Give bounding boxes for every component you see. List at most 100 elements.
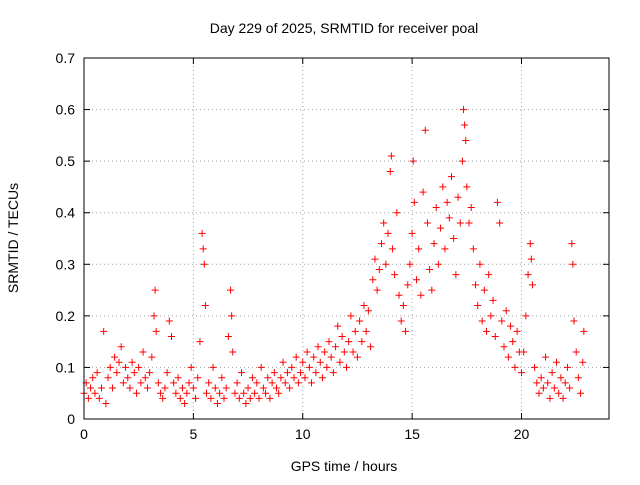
data-point	[242, 400, 250, 408]
data-point	[461, 121, 469, 129]
data-point	[498, 317, 506, 325]
data-point	[321, 348, 329, 356]
data-point	[174, 374, 182, 382]
data-point	[546, 394, 554, 402]
data-point	[347, 312, 355, 320]
data-point	[472, 281, 480, 289]
data-point	[579, 358, 587, 366]
data-point	[399, 302, 407, 310]
data-point	[531, 363, 539, 371]
data-point	[454, 193, 462, 201]
data-point	[460, 106, 468, 114]
data-point	[303, 348, 311, 356]
data-point	[220, 394, 228, 402]
chart-title: Day 229 of 2025, SRMTID for receiver poa…	[210, 20, 478, 36]
y-axis-label: SRMTID / TECUs	[5, 183, 21, 293]
data-point	[93, 369, 101, 377]
data-point	[502, 307, 510, 315]
data-point	[281, 379, 289, 387]
data-point	[500, 343, 508, 351]
data-point	[270, 369, 278, 377]
data-point	[462, 137, 470, 145]
data-point	[559, 394, 567, 402]
data-point	[211, 384, 219, 392]
data-point	[480, 286, 488, 294]
data-point	[388, 245, 396, 253]
data-point	[233, 379, 241, 387]
data-point	[343, 363, 350, 371]
data-point	[213, 400, 221, 408]
data-point	[128, 358, 136, 366]
data-point	[458, 157, 466, 165]
data-point	[408, 229, 416, 237]
data-point	[445, 214, 453, 222]
data-point	[235, 394, 243, 402]
data-point	[151, 286, 159, 294]
data-point	[338, 332, 346, 340]
data-point	[277, 374, 285, 382]
x-tick-label: 0	[80, 426, 88, 442]
data-point	[463, 183, 471, 191]
data-point	[406, 260, 414, 268]
data-point	[229, 348, 237, 356]
data-point	[224, 332, 232, 340]
data-point	[537, 374, 545, 382]
y-tick-label: 0.3	[56, 256, 76, 272]
data-point	[159, 394, 167, 402]
data-point	[231, 389, 239, 397]
data-point	[336, 358, 344, 366]
x-axis-label: GPS time / hours	[291, 458, 398, 474]
data-point	[544, 379, 552, 387]
data-point	[428, 286, 436, 294]
data-point	[196, 338, 204, 346]
data-point	[183, 389, 191, 397]
data-point	[553, 358, 560, 366]
data-point	[143, 384, 151, 392]
data-point	[353, 353, 361, 361]
data-point	[207, 394, 215, 402]
data-point	[513, 327, 521, 335]
data-point	[467, 204, 475, 212]
data-point	[557, 374, 565, 382]
data-point	[511, 363, 519, 371]
data-point	[222, 384, 230, 392]
data-point	[122, 363, 130, 371]
data-point	[384, 229, 392, 237]
data-point	[286, 384, 294, 392]
data-point	[476, 260, 484, 268]
data-point	[310, 353, 318, 361]
data-point	[527, 255, 535, 263]
data-point	[266, 394, 274, 402]
data-point	[386, 167, 394, 175]
data-point	[297, 369, 305, 377]
y-tick-label: 0.6	[56, 102, 76, 118]
data-point	[108, 384, 116, 392]
data-point	[569, 260, 577, 268]
data-point	[421, 126, 429, 134]
data-point	[181, 400, 189, 408]
data-point	[358, 338, 366, 346]
data-point	[380, 219, 388, 227]
data-point	[325, 338, 333, 346]
data-point	[371, 255, 379, 263]
data-point	[450, 235, 458, 242]
data-point	[257, 363, 265, 371]
data-point	[441, 245, 449, 253]
data-point	[474, 302, 482, 310]
data-point	[178, 384, 186, 392]
data-point	[485, 271, 493, 279]
data-point	[279, 358, 287, 366]
data-point	[146, 369, 154, 377]
data-point	[176, 394, 184, 402]
data-point	[98, 384, 105, 392]
data-point	[137, 379, 145, 387]
data-point	[577, 389, 585, 397]
data-point	[555, 389, 563, 397]
data-point	[426, 265, 434, 273]
data-point	[478, 317, 486, 325]
data-point	[238, 369, 245, 377]
data-point	[246, 394, 254, 402]
data-point	[124, 374, 132, 382]
data-point	[100, 327, 108, 335]
